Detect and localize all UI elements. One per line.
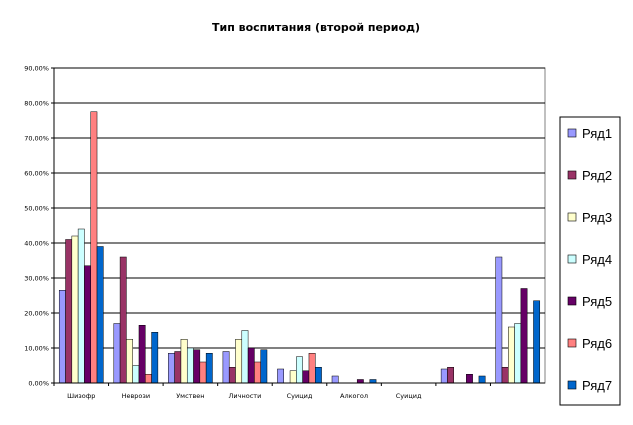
bar (235, 339, 243, 384)
x-category-label: Неврози (122, 392, 151, 400)
bar (65, 239, 73, 384)
bar (126, 339, 133, 384)
y-tick-label: 0,00% (28, 380, 49, 388)
legend-label: Ряд1 (582, 126, 612, 141)
bar (113, 323, 121, 384)
legend-swatch (567, 296, 577, 306)
bar (132, 365, 140, 384)
bar (331, 375, 339, 384)
bar (508, 326, 515, 384)
bar (514, 323, 522, 384)
legend-swatch (567, 254, 577, 264)
legend-label: Ряд4 (582, 252, 612, 267)
bar (296, 356, 303, 384)
y-tick-label: 60,00% (24, 170, 49, 178)
plot-area (53, 67, 546, 384)
bar (520, 288, 528, 384)
legend-label: Ряд2 (582, 168, 612, 183)
bar (199, 361, 207, 384)
bar (168, 353, 175, 384)
y-tick-label: 30,00% (24, 275, 49, 283)
x-axis-categories: Шизофр Неврози Умствен Личности Суицид Алкого… (53, 383, 491, 400)
bar (369, 379, 377, 384)
legend-label: Ряд5 (582, 294, 612, 309)
legend-label: Ряд7 (582, 378, 612, 393)
bar (228, 367, 236, 384)
bar (193, 349, 201, 384)
bar (145, 374, 152, 384)
y-axis-ticks: 0,00% 10,00% 20,00% 30,00% 40,00% 50,00% 60,00… (24, 65, 54, 388)
bar (356, 379, 364, 384)
bar (501, 367, 509, 384)
y-tick-label: 40,00% (24, 240, 49, 248)
bar (77, 228, 85, 384)
y-tick-label: 80,00% (24, 100, 49, 108)
chart-title: Тип воспитания (второй период) (212, 21, 420, 34)
bar (119, 256, 127, 384)
bar (186, 347, 194, 384)
legend-swatch (567, 212, 577, 222)
y-tick-label: 10,00% (24, 345, 49, 353)
bar (254, 361, 261, 384)
y-tick-label: 70,00% (24, 135, 49, 143)
y-tick-label: 90,00% (24, 65, 49, 73)
bar (151, 332, 159, 384)
gridlines (54, 67, 545, 349)
bar (247, 347, 255, 384)
y-tick-label: 20,00% (24, 310, 49, 318)
legend-swatch (567, 380, 577, 390)
bar (138, 325, 146, 384)
legend-swatch (567, 128, 577, 138)
bar (289, 370, 297, 384)
bar (277, 368, 285, 384)
legend-label: Ряд6 (582, 336, 612, 351)
bar (260, 349, 268, 384)
bar (241, 330, 249, 384)
legend-swatch (567, 170, 577, 180)
bar (180, 339, 188, 384)
bar (315, 367, 322, 384)
x-category-label: Суицид (287, 392, 313, 400)
bars (58, 111, 541, 384)
x-category-label: Личности (229, 392, 262, 400)
x-category-label: Умствен (176, 392, 204, 400)
bar (478, 375, 486, 384)
bar (440, 368, 448, 384)
bar (71, 235, 79, 384)
bar (302, 370, 310, 384)
bar (84, 265, 91, 384)
bar (533, 300, 541, 384)
bar (222, 351, 230, 384)
bar (96, 246, 104, 384)
legend-items: Ряд1 Ряд2 Ряд3 Ряд4 Ряд5 Ряд6 Ряд7 (567, 126, 612, 393)
y-tick-label: 50,00% (24, 205, 49, 213)
legend-swatch (567, 338, 577, 348)
x-category-label: Алкогол (340, 392, 368, 400)
bar (90, 111, 98, 384)
x-category-label: Суицид (396, 392, 422, 400)
bar (466, 374, 473, 384)
bar (308, 353, 316, 384)
legend-label: Ряд3 (582, 210, 612, 225)
x-category-label: Шизофр (67, 392, 95, 400)
bar (495, 256, 503, 384)
bar (447, 367, 454, 384)
bar (174, 351, 182, 384)
bar (205, 353, 213, 384)
bar (58, 290, 66, 384)
